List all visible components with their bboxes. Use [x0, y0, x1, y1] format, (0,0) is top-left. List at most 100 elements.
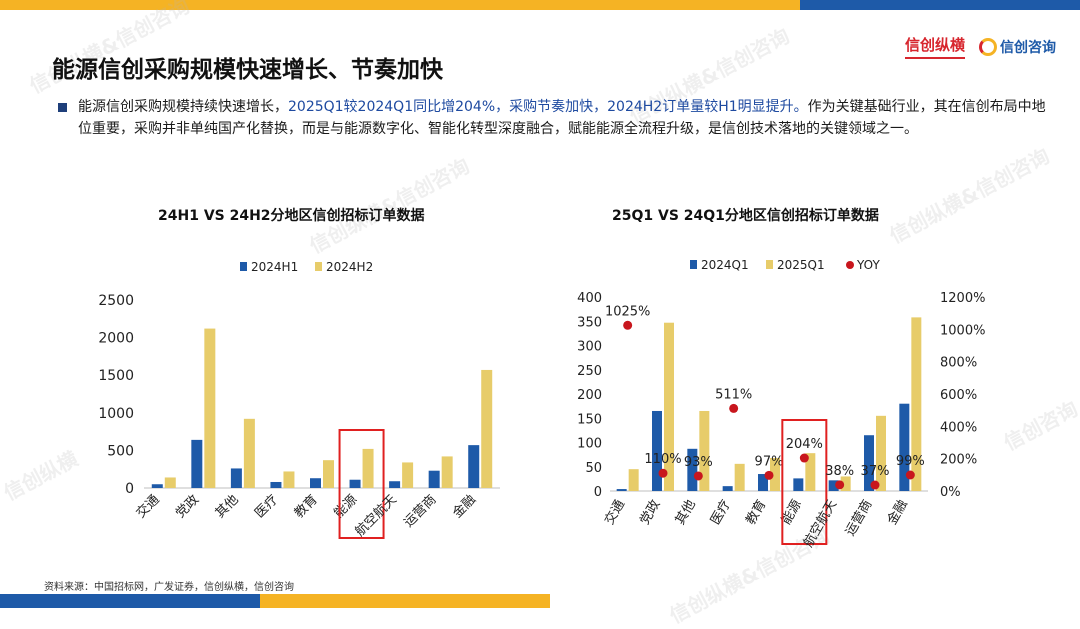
summary-bullet: 能源信创采购规模持续快速增长，2025Q1较2024Q1同比增204%，采购节奏… [58, 96, 1048, 140]
bar-2024Q1-教育 [758, 474, 768, 491]
watermark: 信创纵横 [0, 446, 82, 506]
bar-2025Q1-航空航天 [840, 476, 851, 491]
watermark: 信创纵横&信创咨询 [885, 143, 1054, 249]
yoy-point-能源 [799, 453, 809, 463]
x-tick-label: 医疗 [252, 492, 281, 521]
bar-2024H1-金融 [468, 445, 480, 488]
watermark: 信创咨询 [999, 396, 1080, 456]
page-title: 能源信创采购规模快速增长、节奏加快 [52, 57, 443, 83]
x-tick-label: 航空航天 [352, 492, 400, 540]
x-tick-label: 运营商 [843, 498, 875, 539]
yoy-data-label: 511% [715, 387, 752, 402]
y-tick-label: 350 [577, 315, 602, 330]
x-tick-label: 金融 [884, 497, 911, 528]
y-tick-label: 2000 [98, 331, 134, 347]
bar-2024Q1-运营商 [864, 435, 874, 491]
bar-2024Q1-金融 [899, 403, 910, 491]
x-tick-label: 航空航天 [800, 497, 840, 550]
y-tick-label: 0 [125, 481, 134, 497]
x-tick-label: 党政 [637, 498, 663, 528]
y-tick-label: 1500 [98, 368, 134, 384]
bar-2025Q1-教育 [770, 458, 780, 491]
bullet-part3: 作为关键基础行业，其在信创布局中地位重要，采购并非单纯国产化替换，而是与能源数字… [78, 99, 1046, 137]
bottom-band-blue [0, 594, 260, 608]
y-tick-label: 100 [577, 437, 602, 452]
bar-2025Q1-交通 [628, 469, 639, 491]
legend-swatch-2024H1 [240, 262, 247, 271]
y2-tick-label: 400% [940, 420, 977, 435]
x-tick-label: 运营商 [401, 492, 439, 530]
bar-2024H1-运营商 [428, 470, 440, 488]
yoy-point-航空航天 [835, 480, 845, 490]
y2-tick-label: 600% [940, 388, 977, 403]
bar-2024H2-运营商 [441, 456, 453, 488]
y-tick-label: 1000 [98, 406, 134, 422]
bar-2025Q1-运营商 [876, 415, 886, 491]
x-tick-label: 交通 [601, 497, 628, 528]
legend-label-YOY: YOY [856, 258, 880, 272]
bottom-band-yellow [260, 594, 550, 608]
bar-2024H1-医疗 [270, 481, 282, 488]
yoy-data-label: 99% [896, 454, 925, 469]
x-tick-label: 交通 [133, 492, 163, 522]
bar-2024H2-教育 [323, 460, 334, 488]
y-tick-label: 50 [585, 461, 602, 476]
brand-logos: 信创纵横 信创咨询 [904, 34, 1056, 59]
top-band-blue [800, 0, 1080, 10]
bar-2024H2-航空航天 [402, 462, 414, 488]
logo-ring-icon [979, 37, 997, 56]
yoy-point-金融 [905, 470, 915, 480]
x-tick-label: 教育 [291, 492, 321, 522]
x-tick-label: 教育 [743, 497, 770, 528]
bar-2024H1-党政 [191, 439, 203, 488]
yoy-data-label: 37% [861, 464, 890, 479]
legend-label-2024H1: 2024H1 [251, 260, 298, 274]
legend-label-2025Q1: 2025Q1 [777, 258, 825, 272]
yoy-point-运营商 [870, 480, 880, 490]
yoy-point-交通 [623, 320, 633, 330]
top-color-band [0, 0, 1080, 10]
yoy-data-label: 38% [825, 464, 854, 479]
bar-2025Q1-金融 [911, 317, 922, 491]
yoy-point-教育 [764, 470, 774, 480]
y2-tick-label: 800% [940, 356, 977, 371]
bar-2024Q1-航空航天 [828, 480, 839, 491]
yoy-data-label: 204% [786, 437, 823, 452]
bar-2024Q1-医疗 [722, 486, 733, 491]
bullet-text: 能源信创采购规模持续快速增长，2025Q1较2024Q1同比增204%，采购节奏… [78, 96, 1048, 140]
bullet-highlight: 2025Q1较2024Q1同比增204%，采购节奏加快，2024H2订单量较H1… [288, 99, 808, 115]
bar-2024H1-交通 [151, 484, 163, 488]
bar-2024Q1-其他 [687, 448, 698, 491]
y2-tick-label: 1200% [940, 291, 985, 306]
bar-2024Q1-交通 [616, 489, 627, 491]
yoy-point-医疗 [729, 403, 739, 413]
bar-2024H1-其他 [230, 468, 242, 488]
yoy-data-label: 97% [755, 454, 784, 469]
y-tick-label: 0 [594, 485, 602, 500]
bar-2025Q1-其他 [699, 410, 710, 491]
y-tick-label: 300 [577, 340, 602, 355]
y2-tick-label: 0% [940, 485, 961, 500]
highlight-box-energy [338, 429, 385, 539]
legend-label-2024Q1: 2024Q1 [701, 258, 749, 272]
top-band-yellow [0, 0, 800, 10]
bar-2024H2-党政 [204, 328, 216, 488]
yoy-data-label: 110% [644, 452, 681, 467]
bar-2024H1-能源 [349, 479, 361, 488]
bullet-part1: 能源信创采购规模持续快速增长， [78, 99, 288, 115]
bar-2024H2-医疗 [283, 471, 295, 488]
logo-xinchuang-zixun: 信创咨询 [979, 37, 1056, 57]
bar-2024H2-交通 [164, 477, 176, 488]
legend-swatch-2024Q1 [690, 260, 697, 269]
bar-2024H2-其他 [243, 418, 255, 488]
y2-tick-label: 200% [940, 453, 977, 468]
chart1-title: 24H1 VS 24H2分地区信创招标订单数据 [158, 208, 425, 224]
bar-2025Q1-党政 [664, 322, 674, 491]
y-tick-label: 250 [577, 364, 602, 379]
legend-swatch-2025Q1 [766, 260, 773, 269]
chart1-svg: 2024H1 2024H2 0 500 1000 1500 2000 2500 交通 党政 其他 医疗… [98, 260, 500, 540]
x-tick-label: 金融 [449, 492, 479, 522]
bar-2024Q1-能源 [793, 478, 804, 491]
x-tick-label: 其他 [673, 498, 699, 528]
highlight-box-energy [781, 419, 828, 545]
